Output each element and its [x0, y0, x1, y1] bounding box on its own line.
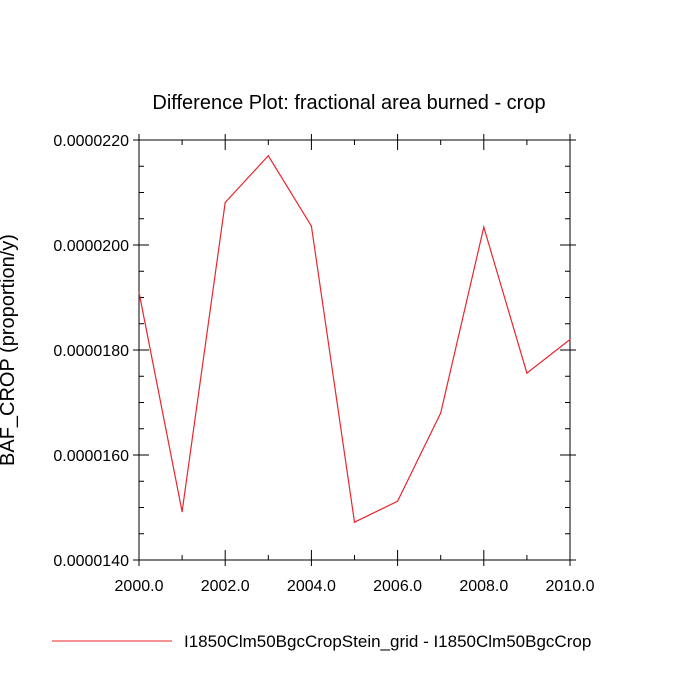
y-tick-label: 0.0000200: [53, 238, 129, 255]
chart-title: Difference Plot: fractional area burned …: [152, 92, 545, 114]
series-point: [526, 372, 528, 374]
y-tick-label: 0.0000180: [53, 343, 129, 360]
legend-label: I1850Clm50BgcCropStein_grid - I1850Clm50…: [184, 632, 591, 651]
series-point: [397, 500, 399, 502]
series-point: [310, 225, 312, 227]
series-point: [138, 291, 140, 293]
series-point: [181, 511, 183, 513]
x-tick-label: 2002.0: [201, 578, 250, 595]
series-point: [569, 338, 571, 341]
axis-tick-labels: 2000.0 2002.0 2004.0 2006.0 2008.0 2010.0 0.00…: [53, 133, 594, 595]
series-point: [440, 412, 442, 414]
y-axis-label: BAF_CROP (proportion/y): [0, 234, 19, 466]
series-point: [483, 226, 485, 228]
x-tick-label: 2008.0: [459, 578, 508, 595]
y-tick-label: 0.0000160: [53, 448, 129, 465]
series-point: [353, 521, 356, 523]
series-group: [138, 154, 571, 524]
x-tick-label: 2000.0: [115, 578, 164, 595]
legend: I1850Clm50BgcCropStein_grid - I1850Clm50…: [52, 632, 591, 651]
plot-frame: [138, 139, 571, 561]
x-tick-label: 2010.0: [546, 578, 595, 595]
series-point: [267, 155, 269, 157]
x-tick-label: 2006.0: [373, 578, 422, 595]
axis-ticks: [133, 134, 576, 566]
y-tick-label: 0.0000220: [53, 133, 129, 150]
series-line: [138, 154, 571, 524]
y-tick-label: 0.0000140: [53, 553, 129, 570]
x-tick-label: 2004.0: [287, 578, 336, 595]
series-point: [224, 201, 226, 204]
